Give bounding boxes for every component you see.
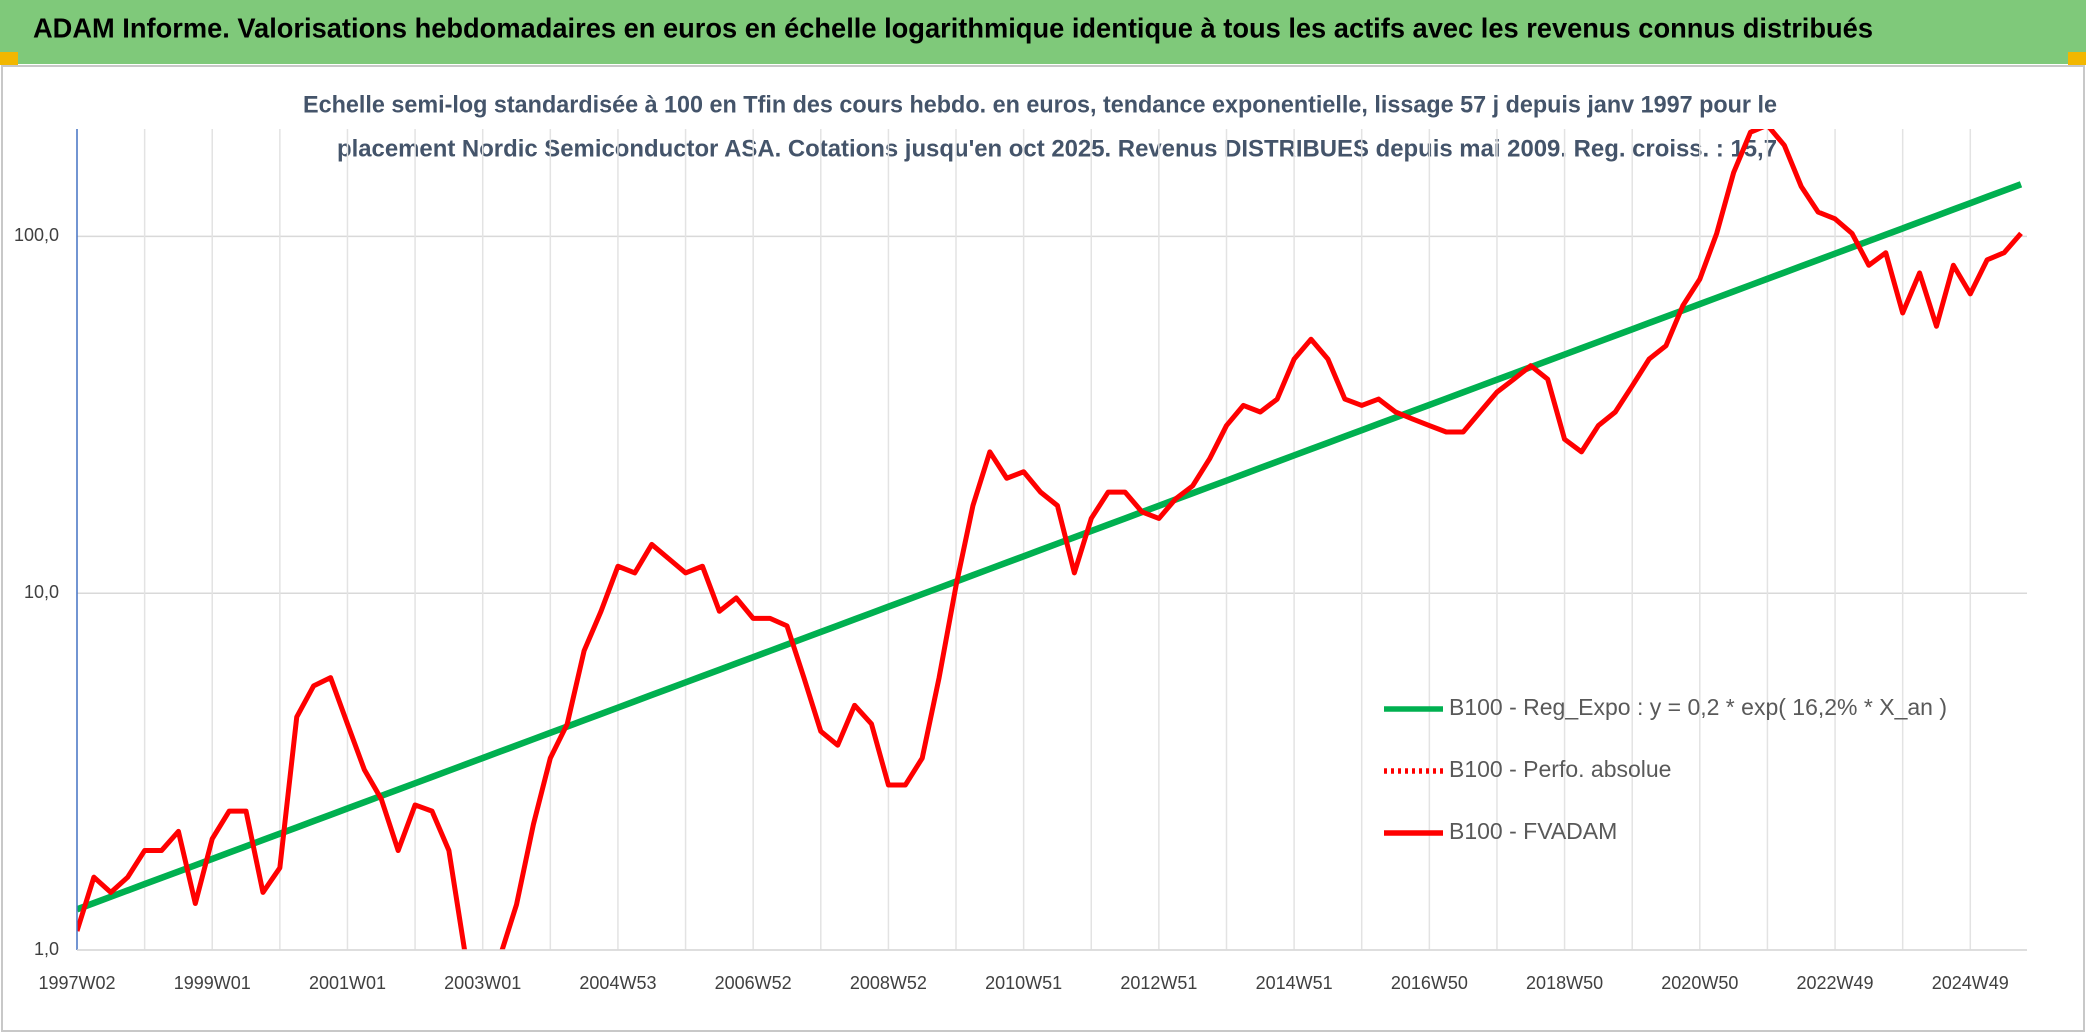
x-tick-label: 2016W50 [1391,973,1468,993]
header-band [0,0,2086,64]
x-tick-label: 2020W50 [1661,973,1738,993]
x-tick-label: 2006W52 [715,973,792,993]
chart-title: ADAM Informe. Valorisations hebdomadaire… [33,12,1873,43]
y-tick-label: 1,0 [34,939,59,959]
x-tick-label: 2008W52 [850,973,927,993]
x-tick-label: 2004W53 [579,973,656,993]
x-tick-label: 2001W01 [309,973,386,993]
chart-subtitle: Echelle semi-log standardisée à 100 en T… [303,91,1777,118]
y-tick-label: 10,0 [24,582,59,602]
x-tick-label: 2010W51 [985,973,1062,993]
legend-label: B100 - Reg_Expo : y = 0,2 * exp( 16,2% *… [1449,694,1947,720]
y-tick-label: 100,0 [14,225,59,245]
x-tick-label: 2003W01 [444,973,521,993]
x-tick-label: 2018W50 [1526,973,1603,993]
data-line [77,129,2023,950]
legend-label: B100 - FVADAM [1449,818,1617,844]
legend-label: B100 - Perfo. absolue [1449,756,1671,782]
x-tick-label: 2024W49 [1932,973,2009,993]
data-line [77,181,2023,913]
corner-mark [2068,52,2086,65]
x-tick-label: 1999W01 [174,973,251,993]
x-tick-label: 2012W51 [1120,973,1197,993]
chart-subtitle: placement Nordic Semiconductor ASA. Cota… [337,135,1777,162]
x-tick-label: 2022W49 [1797,973,1874,993]
legend: B100 - Reg_Expo : y = 0,2 * exp( 16,2% *… [1384,694,1947,844]
plot-area [77,129,2023,950]
corner-mark [0,52,18,65]
grid: 1,0 10,0 100,0 1997W02 1999W01 2001W01 2003W01… [14,129,2027,993]
x-tick-label: 1997W02 [38,973,115,993]
x-tick-label: 2014W51 [1256,973,1333,993]
